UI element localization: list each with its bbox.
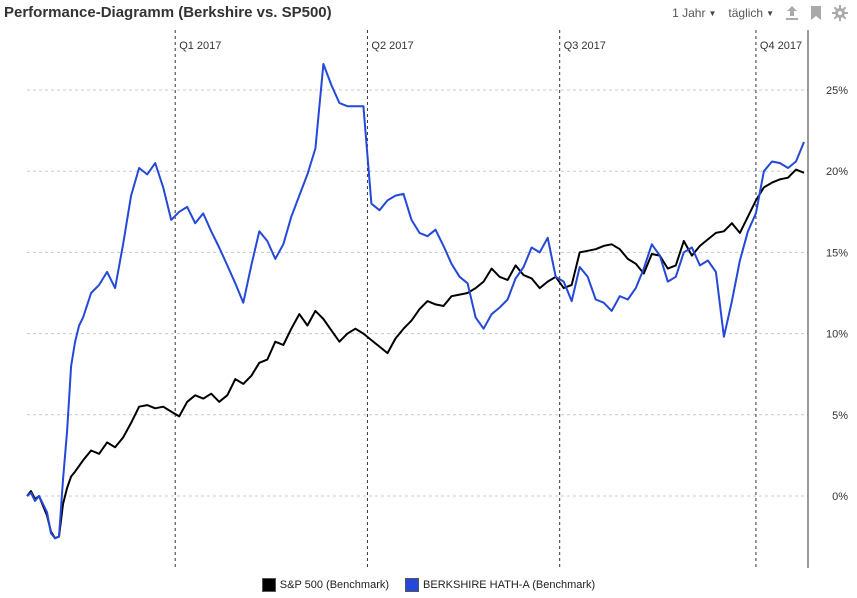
quarter-markers: Q1 2017 Q2 2017 Q3 2017 Q4 2017 — [174, 30, 802, 568]
y-tick-label: 20% — [826, 166, 848, 178]
legend-swatch — [405, 578, 420, 592]
interval-label: täglich — [728, 6, 764, 20]
y-tick-label: 15% — [826, 247, 848, 259]
legend-item-berkshire[interactable]: BERKSHIRE HATH-A (Benchmark) — [405, 578, 595, 592]
y-tick-label: 5% — [832, 410, 848, 422]
y-tick-label: 0% — [832, 491, 848, 503]
page-title: Performance-Diagramm (Berkshire vs. SP50… — [4, 4, 332, 21]
chevron-down-icon: ▼ — [708, 8, 717, 18]
legend-swatch — [261, 578, 276, 592]
chart-series — [26, 63, 805, 540]
y-tick-label: 10% — [826, 329, 848, 341]
chart-legend: S&P 500 (Benchmark) BERKSHIRE HATH-A (Be… — [0, 578, 857, 592]
y-axis: 0% 5% 10% 15% 20% 25% — [807, 30, 848, 568]
quarter-label: Q4 2017 — [760, 40, 802, 52]
upload-icon[interactable] — [783, 4, 801, 22]
period-dropdown[interactable]: 1 Jahr ▼ — [669, 6, 719, 20]
legend-label: S&P 500 (Benchmark) — [279, 579, 390, 591]
legend-item-sp500[interactable]: S&P 500 (Benchmark) — [261, 578, 390, 592]
legend-label: BERKSHIRE HATH-A (Benchmark) — [423, 579, 596, 591]
interval-dropdown[interactable]: täglich ▼ — [725, 6, 777, 20]
y-tick-label: 25% — [826, 85, 848, 97]
chart-toolbar: 1 Jahr ▼ täglich ▼ — [669, 4, 849, 22]
series-line-sp500 — [26, 168, 805, 540]
chevron-down-icon: ▼ — [766, 8, 774, 18]
performance-chart: Q1 2017 Q2 2017 Q3 2017 Q4 2017 0% 5% 10% 15% 2… — [26, 30, 848, 568]
chart-grid — [27, 89, 808, 497]
gear-icon[interactable] — [831, 4, 849, 22]
period-label: 1 Jahr — [672, 6, 706, 20]
quarter-label: Q1 2017 — [179, 40, 221, 52]
bookmark-icon[interactable] — [807, 4, 825, 22]
series-line-berkshire — [26, 63, 805, 540]
quarter-label: Q2 2017 — [371, 40, 413, 52]
quarter-label: Q3 2017 — [564, 40, 606, 52]
